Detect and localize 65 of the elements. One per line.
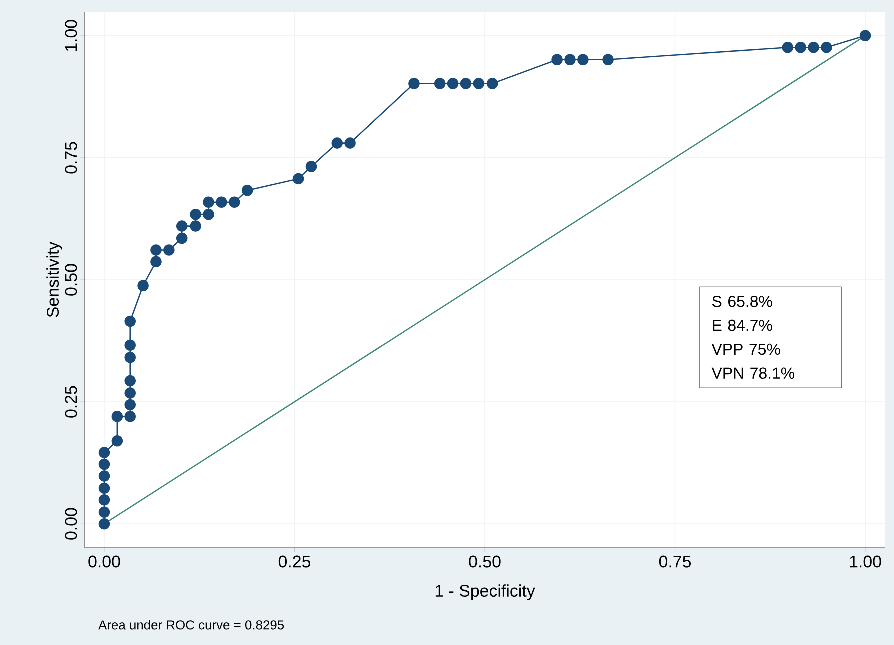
point <box>124 316 136 328</box>
point <box>150 244 162 256</box>
annotation: S 65.8% <box>712 296 772 308</box>
point <box>124 340 136 352</box>
point <box>124 388 136 399</box>
point <box>473 78 485 90</box>
point <box>216 196 228 208</box>
point <box>124 352 136 364</box>
annotation: VPP 75% <box>712 344 780 356</box>
point <box>112 435 124 447</box>
point <box>860 30 872 42</box>
point <box>344 138 356 149</box>
x-tick-label: 0.00 <box>88 556 120 568</box>
point <box>98 447 110 458</box>
point <box>460 78 472 90</box>
point <box>795 42 806 54</box>
point <box>124 399 136 411</box>
point <box>98 458 110 470</box>
point <box>821 42 832 54</box>
y-tick-label: 0.25 <box>65 386 78 418</box>
x-tick-label: 0.75 <box>659 556 692 568</box>
point <box>228 196 240 208</box>
x-tick-label: 0.25 <box>278 556 311 568</box>
point <box>124 411 136 422</box>
point <box>306 161 318 172</box>
point <box>434 78 446 90</box>
point <box>808 42 820 54</box>
x-tick-label: 1.00 <box>850 556 882 568</box>
point <box>602 54 614 66</box>
point <box>98 482 110 494</box>
x-axis-title: 1 - Specificity <box>436 584 536 600</box>
point <box>203 208 214 220</box>
point <box>486 78 498 90</box>
point <box>292 173 304 185</box>
point <box>332 138 343 149</box>
point <box>138 280 149 292</box>
point <box>408 78 420 90</box>
point <box>176 232 188 244</box>
point <box>150 256 162 268</box>
point <box>190 208 202 220</box>
text: Area under ROC curve = 0.8295 <box>98 620 284 630</box>
x-tick-label: 0.50 <box>469 556 501 568</box>
point <box>112 411 124 422</box>
point <box>190 220 202 232</box>
point <box>447 78 459 90</box>
point <box>242 185 254 196</box>
annotation: E 84.7% <box>713 320 772 332</box>
point <box>98 470 110 482</box>
point <box>98 518 110 530</box>
point <box>782 42 794 54</box>
point <box>164 244 175 256</box>
point <box>124 375 136 387</box>
point <box>98 506 110 518</box>
y-tick-label: 1.00 <box>65 20 78 52</box>
point <box>578 54 589 66</box>
y-tick-label: 0.75 <box>65 142 78 174</box>
y-tick-label: 0.50 <box>65 264 78 296</box>
y-axis-title: Sensitivity <box>46 242 62 318</box>
point <box>564 54 576 66</box>
point <box>176 220 188 232</box>
point <box>98 494 110 506</box>
point <box>552 54 563 66</box>
annotation: VPN 78.1% <box>712 368 794 380</box>
y-tick-label: 0.00 <box>65 508 78 540</box>
point <box>203 196 214 208</box>
